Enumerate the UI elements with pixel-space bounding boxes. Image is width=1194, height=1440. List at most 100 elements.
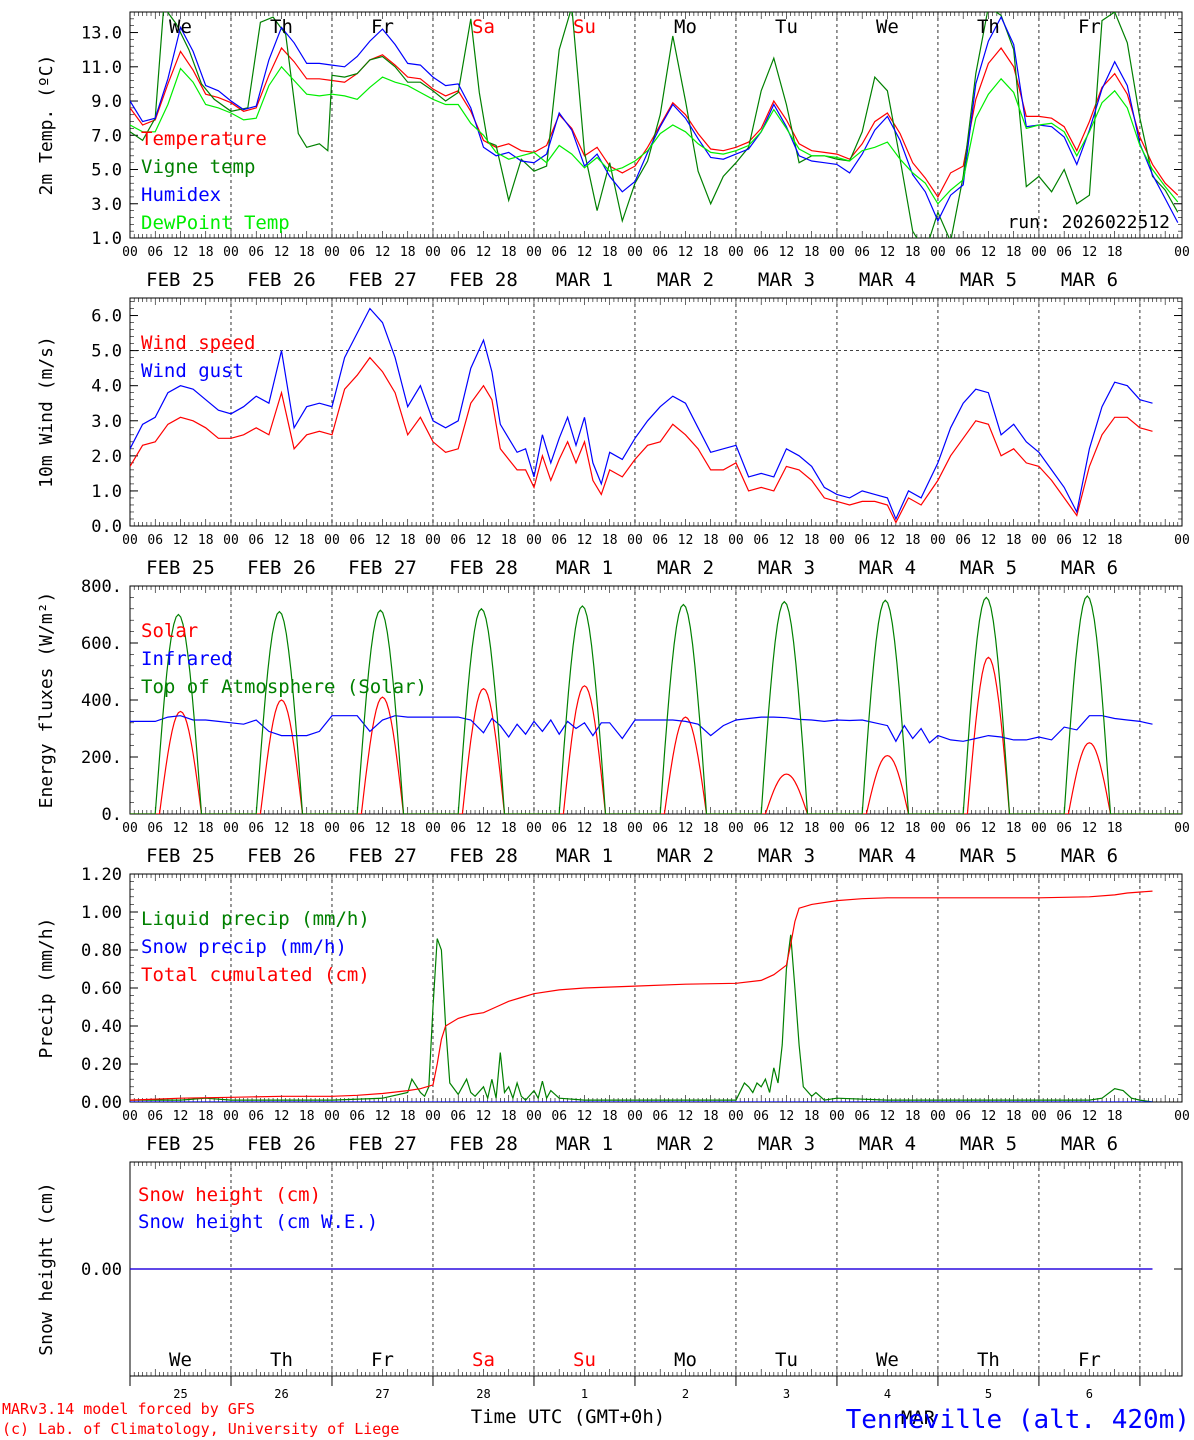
x-date-label: MAR 6 [1061,1133,1118,1155]
x-date-label: MAR 3 [758,269,815,291]
day-number-label: 5 [985,1387,992,1401]
weekday-label-top: Sa [472,16,495,38]
y-axis-title: Precip (mm/h) [36,918,57,1059]
x-hour-label: 18 [602,245,618,260]
x-hour-label: 18 [905,1109,921,1124]
x-hour-label: 00 [627,1109,643,1124]
y-axis-title: Snow height (cm) [36,1182,57,1355]
x-hour-label: 12 [1082,533,1098,548]
x-hour-label: 12 [476,821,492,836]
x-hour-label: 18 [703,821,719,836]
x-hour-label: 00 [122,533,138,548]
x-hour-label: 18 [1006,533,1022,548]
y-tick-label: 1.00 [81,903,122,923]
x-hour-label: 12 [880,1109,896,1124]
day-number-label: 25 [173,1387,187,1401]
x-date-label: MAR 1 [556,1133,613,1155]
series-line-dewpoint-temp [130,65,1179,205]
x-hour-label: 06 [1056,1109,1072,1124]
x-hour-label: 18 [602,533,618,548]
weekday-label-bottom: We [169,1349,192,1371]
x-hour-label: 06 [1056,533,1072,548]
legend-entry: Wind gust [141,360,244,382]
x-date-label: MAR 4 [859,1133,916,1155]
x-hour-label: 12 [577,533,593,548]
x-hour-label: 18 [1006,821,1022,836]
x-hour-label: 06 [147,245,163,260]
x-hour-label: 12 [375,1109,391,1124]
x-hour-label: 00 [223,245,239,260]
y-tick-label: 7.0 [91,126,122,146]
x-axis-title: Time UTC (GMT+0h) [471,1406,665,1428]
x-hour-label: 06 [147,821,163,836]
x-hour-label: 12 [274,1109,290,1124]
x-hour-label: 18 [905,821,921,836]
x-hour-label: 00 [1031,533,1047,548]
x-hour-label: 18 [804,533,820,548]
weekday-label-bottom: Th [270,1349,293,1371]
x-date-label: MAR 5 [960,1133,1017,1155]
day-number-label: 1 [581,1387,588,1401]
x-date-label: MAR 2 [657,269,714,291]
x-hour-label: 00 [526,533,542,548]
x-date-label: MAR 1 [556,557,613,579]
x-hour-label: 00 [1031,1109,1047,1124]
day-number-label: 27 [375,1387,389,1401]
x-date-label: MAR 6 [1061,269,1118,291]
panel-frame-temp [129,11,1183,239]
x-hour-label: 06 [753,245,769,260]
y-tick-label: 0.80 [81,941,122,961]
x-hour-label: 06 [349,245,365,260]
x-hour-label: 00 [425,821,441,836]
x-hour-label: 18 [1107,821,1123,836]
x-date-label: MAR 5 [960,845,1017,867]
x-date-label: FEB 25 [146,1133,215,1155]
x-hour-label: 12 [779,821,795,836]
x-hour-label: 12 [779,245,795,260]
x-hour-label: 00 [526,1109,542,1124]
x-hour-label: 12 [375,245,391,260]
x-hour-label: 00 [425,533,441,548]
x-hour-label: 18 [400,533,416,548]
x-hour-label: 12 [678,1109,694,1124]
plot-area-temp [130,12,1179,238]
x-date-label: MAR 2 [657,557,714,579]
y-tick-label: 0.00 [81,1260,122,1280]
x-hour-label: 12 [173,533,189,548]
x-hour-label: 06 [349,533,365,548]
x-hour-label: 00 [324,821,340,836]
x-hour-label: 06 [248,533,264,548]
x-hour-label: 12 [1082,1109,1098,1124]
x-date-label: FEB 25 [146,269,215,291]
x-hour-label: 06 [955,245,971,260]
series-line-liquid-precip-mm-h- [130,934,1153,1102]
weekday-label-bottom: Fr [1078,1349,1101,1371]
x-hour-label: 18 [602,1109,618,1124]
footer-model: MARv3.14 model forced by GFS [2,1400,255,1418]
x-hour-label: 06 [349,821,365,836]
x-hour-label: 06 [551,533,567,548]
weekday-label-top: We [169,16,192,38]
x-date-label: MAR 4 [859,845,916,867]
x-hour-label: 12 [880,245,896,260]
x-hour-label: 06 [248,1109,264,1124]
x-date-label: MAR 1 [556,269,613,291]
x-hour-label: 12 [678,821,694,836]
weekday-label-top: Fr [371,16,394,38]
series-line-top-of-atmosphere-solar- [130,595,1182,814]
x-hour-label: 00 [526,245,542,260]
x-hour-label: 12 [1082,821,1098,836]
x-hour-label: 12 [779,533,795,548]
x-hour-label: 06 [147,1109,163,1124]
y-axis-title: 2m Temp. (ºC) [36,55,57,196]
legend-entry: Liquid precip (mm/h) [141,908,370,930]
x-date-label: FEB 27 [348,557,417,579]
x-hour-label: 00 [223,821,239,836]
x-hour-label: 00 [930,245,946,260]
x-hour-label: 12 [981,1109,997,1124]
x-hour-label: 06 [854,1109,870,1124]
x-hour-label: 12 [577,821,593,836]
x-hour-label: 18 [501,245,517,260]
x-hour-label: 18 [703,533,719,548]
plot-area-flux [130,595,1182,814]
